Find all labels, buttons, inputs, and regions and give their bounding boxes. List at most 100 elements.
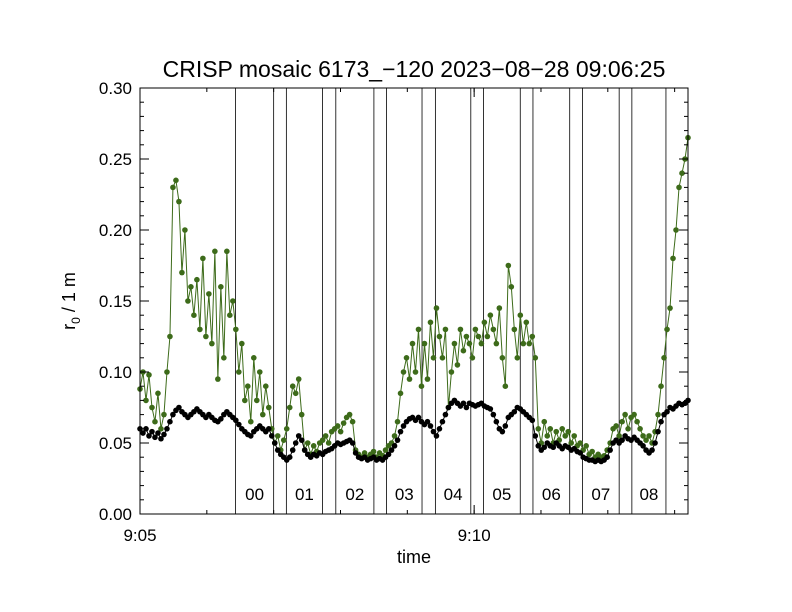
- series-green-point: [239, 340, 245, 347]
- series-green-point: [322, 433, 329, 439]
- series-black-point: [176, 404, 182, 411]
- series-green-point: [259, 411, 266, 418]
- series-green-point: [481, 319, 488, 326]
- series-green-point: [361, 450, 368, 456]
- series-black-point: [271, 440, 278, 446]
- series-green-point: [176, 198, 182, 205]
- interval-label: 06: [542, 485, 561, 504]
- series-green-point: [274, 433, 281, 439]
- series-black-point: [149, 428, 155, 435]
- series-green-point: [245, 383, 251, 390]
- series-green-point: [619, 418, 625, 425]
- series-green-point: [289, 383, 296, 390]
- interval-lines: 00 01 02 03 04 05 06 07 08: [235, 88, 667, 514]
- series-black-point: [152, 434, 158, 441]
- series-green-point: [625, 426, 631, 432]
- series-green-point: [526, 340, 533, 347]
- series-green-point: [397, 390, 404, 397]
- series-green-point: [640, 433, 646, 439]
- series-green-point: [262, 383, 269, 390]
- series-black-point: [433, 433, 440, 439]
- interval-label: 08: [639, 485, 658, 504]
- series-green-point: [442, 326, 449, 333]
- series-green-point: [158, 426, 164, 432]
- series-green-point: [553, 428, 560, 435]
- series-green-point: [532, 355, 539, 361]
- series-black-point: [388, 447, 395, 453]
- series-green-point: [340, 420, 347, 426]
- series-green-point: [643, 437, 649, 443]
- data-series: [137, 134, 691, 465]
- chart-title: CRISP mosaic 6173_−120 2023−08−28 09:06:…: [163, 56, 666, 82]
- series-green-point: [589, 448, 595, 455]
- series-green-point: [256, 369, 263, 375]
- series-green-point: [502, 383, 509, 390]
- y-axis: 0.00 0.05 0.10 0.15 0.20 0.25 0.30: [99, 79, 688, 524]
- series-green-point: [454, 362, 461, 368]
- series-black-point: [400, 423, 407, 429]
- series-green-point: [170, 184, 176, 191]
- series-green-point: [242, 397, 248, 404]
- series-black-point: [664, 408, 670, 415]
- y-tick-label: 0.00: [99, 505, 132, 524]
- series-green-point: [304, 440, 311, 446]
- series-green-point: [346, 411, 353, 418]
- series-black-point: [640, 443, 646, 449]
- series-black-point: [385, 451, 392, 458]
- series-green-point: [670, 255, 676, 262]
- series-green-point: [478, 340, 485, 347]
- series-green-point: [173, 177, 179, 184]
- series-green-point: [451, 340, 458, 347]
- series-green-point: [406, 376, 413, 382]
- y-tick-label: 0.15: [99, 292, 132, 311]
- series-black-point: [170, 411, 176, 418]
- series-black-point: [164, 426, 170, 432]
- series-green-point: [292, 390, 299, 397]
- series-green-point: [658, 383, 664, 390]
- series-green-point: [191, 312, 197, 319]
- series-green-point: [613, 423, 619, 429]
- y-axis-label-main: r: [59, 324, 79, 330]
- y-axis-label: r0 / 1 m: [59, 272, 83, 330]
- series-green-point: [230, 298, 236, 304]
- series-green-point: [182, 227, 188, 233]
- series-green-point: [433, 305, 440, 311]
- y-tick-label: 0.20: [99, 221, 132, 240]
- series-green-point: [391, 433, 398, 439]
- interval-label: 04: [444, 485, 463, 504]
- series-black-point: [463, 404, 470, 411]
- series-green-point: [559, 426, 566, 432]
- interval-label: 00: [245, 485, 264, 504]
- series-green-point: [514, 355, 521, 361]
- series-black-point: [430, 428, 437, 435]
- series-green-point: [236, 369, 242, 375]
- series-green-point: [185, 298, 191, 304]
- series-green-point: [505, 262, 512, 269]
- series-green-point: [310, 443, 317, 449]
- series-green-point: [436, 333, 443, 340]
- series-green-point: [203, 333, 209, 340]
- series-green-point: [227, 312, 233, 319]
- series-black-point: [439, 418, 446, 425]
- series-green-point: [334, 423, 341, 429]
- series-green-point: [280, 437, 287, 443]
- series-green-point: [325, 440, 332, 446]
- series-black-point: [652, 440, 658, 446]
- series-green-point: [212, 248, 218, 255]
- series-green-point: [164, 369, 170, 375]
- series-green-point: [571, 433, 578, 439]
- series-black-point: [233, 417, 239, 424]
- series-black-point: [604, 454, 610, 461]
- series-green-point: [634, 418, 640, 425]
- series-green-point: [463, 333, 470, 340]
- series-green-point: [394, 418, 401, 425]
- series-black-point: [442, 411, 449, 418]
- series-black-point: [292, 440, 299, 446]
- series-black-point: [619, 437, 625, 443]
- series-black-point: [436, 426, 443, 432]
- series-black-point: [140, 430, 146, 436]
- interval-label: 01: [295, 485, 314, 504]
- x-tick-label: 9:05: [123, 526, 156, 545]
- series-green-point: [427, 319, 434, 326]
- series-green-point: [194, 276, 200, 283]
